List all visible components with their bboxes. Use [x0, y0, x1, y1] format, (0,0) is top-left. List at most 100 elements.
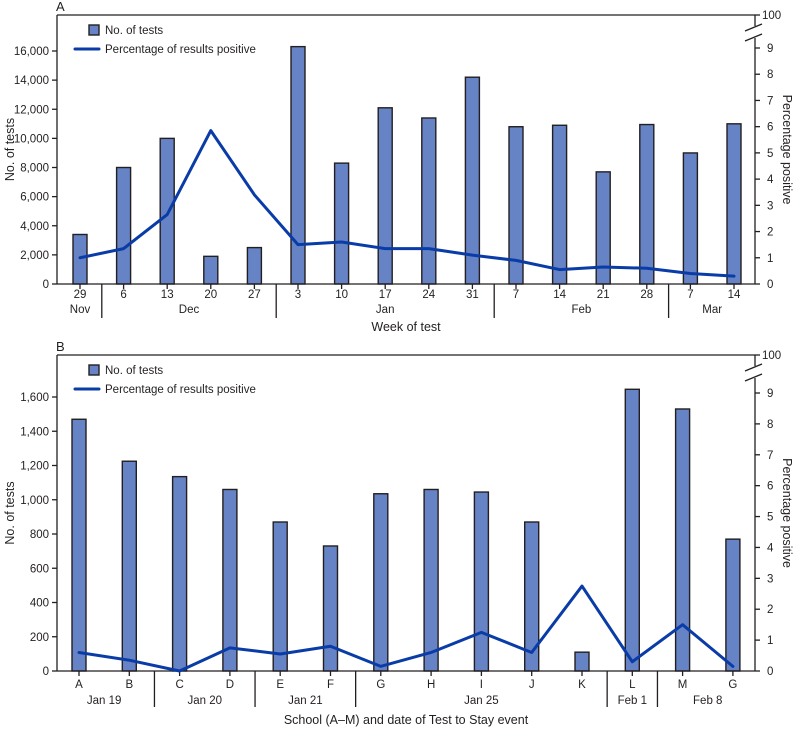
bar-l: [624, 388, 640, 672]
bar-10: [333, 162, 350, 285]
x-axis-title: Week of test: [371, 320, 441, 334]
right-y-tick-label: 1: [767, 635, 773, 647]
right-y-tick-label: 9: [767, 388, 773, 400]
left-y-tick-label: 0: [43, 666, 49, 678]
x-tick-label: J: [529, 679, 535, 691]
x-group-label: Nov: [70, 304, 91, 316]
axis-break-mark: [744, 363, 763, 372]
bar-28: [639, 123, 655, 285]
left-y-axis-title: No. of tests: [3, 481, 17, 544]
right-y-tick-label: 0: [767, 666, 773, 678]
x-group-label: Jan 20: [187, 695, 222, 707]
left-y-tick-label: 800: [30, 529, 49, 541]
left-y-tick-label: 10,000: [14, 133, 49, 145]
x-tick-label: 31: [466, 289, 479, 301]
x-axis-title: School (A–M) and date of Test to Stay ev…: [284, 713, 529, 727]
x-group-label: Feb 1: [618, 695, 647, 707]
right-y-tick-label: 4: [767, 542, 774, 554]
bar-i: [473, 491, 490, 672]
bar-24: [421, 117, 437, 285]
axis-break-mark: [744, 373, 763, 382]
x-tick-label: G: [376, 679, 385, 691]
panel-label: A: [56, 0, 65, 14]
x-tick-label: H: [427, 679, 435, 691]
right-y-tick-label: 2: [767, 227, 773, 239]
x-tick-label: M: [678, 679, 688, 691]
x-tick-label: 7: [687, 289, 693, 301]
x-tick-label: 17: [379, 289, 392, 301]
bar-g: [373, 493, 389, 672]
left-y-tick-label: 2,000: [20, 250, 49, 262]
left-y-tick-label: 200: [30, 632, 49, 644]
x-tick-label: B: [125, 679, 133, 691]
left-y-tick-label: 1,600: [20, 392, 49, 404]
legend-bar-swatch: [88, 24, 100, 36]
x-group-label: Jan 19: [87, 695, 122, 707]
x-tick-label: 13: [161, 289, 174, 301]
right-y-tick-label: 4: [767, 174, 774, 186]
left-y-tick-label: 400: [30, 598, 49, 610]
left-y-tick-label: 16,000: [14, 46, 49, 58]
panel-label: B: [56, 339, 65, 354]
left-y-tick-label: 4,000: [20, 221, 49, 233]
x-group-label: Mar: [702, 304, 722, 316]
right-y-tick-label: 7: [767, 450, 773, 462]
bar-6: [115, 166, 132, 285]
x-tick-label: 21: [597, 289, 610, 301]
x-group-label: Feb: [571, 304, 591, 316]
x-group-label: Dec: [179, 304, 200, 316]
bar-k: [574, 651, 590, 672]
right-y-axis-title: Percentage positive: [780, 95, 794, 205]
right-y-tick-label-100: 100: [762, 10, 781, 22]
right-y-tick-label: 5: [767, 512, 773, 524]
bar-m: [674, 408, 691, 672]
x-tick-label: 29: [74, 289, 87, 301]
right-y-tick-label: 6: [767, 122, 773, 134]
x-tick-label: 6: [120, 289, 126, 301]
legend-label-percentage: Percentage of results positive: [105, 44, 256, 56]
bar-13: [159, 137, 175, 285]
bar-g: [725, 538, 741, 672]
x-tick-label: 27: [248, 289, 261, 301]
percentage-positive-line: [77, 584, 735, 673]
x-tick-label: L: [629, 679, 636, 691]
percentage-positive-line: [78, 129, 736, 278]
right-y-tick-label: 5: [767, 148, 773, 160]
x-tick-label: D: [226, 679, 234, 691]
left-y-tick-label: 1,200: [20, 461, 49, 473]
x-tick-label: C: [175, 679, 183, 691]
x-group-label: Jan 25: [464, 695, 499, 707]
right-y-tick-label: 7: [767, 95, 773, 107]
bar-17: [377, 107, 393, 285]
bar-27: [246, 246, 263, 285]
x-tick-label: 20: [204, 289, 217, 301]
right-y-tick-label: 1: [767, 253, 773, 265]
left-y-tick-label: 1,000: [20, 495, 49, 507]
bar-d: [222, 488, 238, 672]
left-y-tick-label: 6,000: [20, 192, 49, 204]
right-y-tick-label: 3: [767, 573, 773, 585]
x-tick-label: K: [578, 679, 586, 691]
left-y-tick-label: 1,400: [20, 426, 49, 438]
axis-break-mark: [744, 33, 763, 42]
x-tick-label: G: [728, 679, 737, 691]
axis-break-mark: [744, 23, 763, 32]
right-y-tick-label: 0: [767, 279, 773, 291]
x-tick-label: E: [276, 679, 284, 691]
legend-label-percentage: Percentage of results positive: [105, 384, 256, 396]
legend-bar-swatch: [88, 364, 100, 376]
bar-20: [203, 255, 219, 285]
right-y-tick-label: 8: [767, 419, 773, 431]
panel-a-chart: A 0 2,000 4,000 6,000 8,000 10,000 12,000 14,000…: [3, 0, 794, 334]
x-group-label: Jan: [376, 304, 395, 316]
x-tick-label: 3: [295, 289, 301, 301]
left-y-tick-label: 0: [43, 279, 49, 291]
x-tick-label: A: [75, 679, 83, 691]
x-group-label: Feb 8: [693, 695, 722, 707]
left-y-tick-label: 8,000: [20, 163, 49, 175]
bar-b: [121, 460, 138, 672]
right-y-axis-title: Percentage positive: [780, 458, 794, 568]
bar-a: [71, 418, 87, 672]
right-y-tick-label: 9: [767, 43, 773, 55]
